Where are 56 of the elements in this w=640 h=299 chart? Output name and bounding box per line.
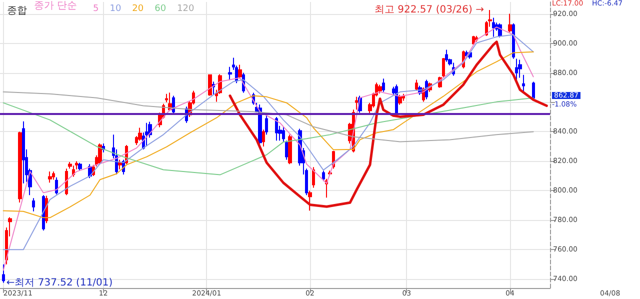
candlestick bbox=[78, 162, 82, 172]
line-series bbox=[2, 97, 534, 176]
candlestick bbox=[395, 84, 398, 116]
candlestick bbox=[208, 74, 212, 96]
candlestick bbox=[238, 64, 242, 80]
candlestick bbox=[402, 93, 405, 102]
candlestick bbox=[415, 79, 418, 92]
candlestick bbox=[285, 140, 288, 160]
candlestick bbox=[52, 171, 55, 180]
candlestick bbox=[98, 143, 102, 165]
candlestick bbox=[55, 176, 58, 195]
candlestick bbox=[118, 159, 122, 170]
chart-title: 종합 bbox=[7, 6, 27, 16]
text: 60 bbox=[154, 4, 166, 14]
line-series bbox=[2, 91, 534, 142]
candlestick bbox=[228, 66, 232, 81]
candlestick bbox=[138, 127, 142, 142]
candlestick bbox=[312, 166, 315, 188]
candlestick bbox=[72, 165, 75, 178]
candlestick bbox=[288, 134, 292, 165]
candlestick bbox=[48, 171, 52, 184]
candlestick bbox=[18, 131, 22, 203]
text: 20 bbox=[132, 4, 144, 14]
annotation: ←최저 737.52 (11/01) bbox=[6, 277, 113, 288]
candlestick bbox=[442, 58, 445, 78]
candlestick bbox=[275, 116, 278, 142]
candlestick bbox=[65, 168, 68, 196]
candlestick bbox=[32, 198, 35, 212]
candlestick bbox=[145, 122, 148, 147]
legend-title: 종가 단순 bbox=[34, 0, 78, 12]
candlestick bbox=[492, 17, 495, 38]
candlestick bbox=[75, 160, 78, 170]
candlestick bbox=[382, 78, 385, 92]
text: 5 bbox=[93, 4, 99, 14]
candlestick bbox=[532, 81, 535, 100]
line-series bbox=[2, 51, 534, 218]
text: 120 bbox=[177, 4, 195, 14]
candlestick bbox=[378, 84, 382, 94]
candlestick bbox=[308, 190, 312, 212]
candlestick bbox=[512, 22, 515, 60]
candlestick bbox=[282, 126, 285, 143]
candlestick bbox=[2, 264, 5, 284]
candlestick bbox=[445, 49, 448, 62]
annotation: 최고 922.57 (03/26) → bbox=[374, 4, 484, 16]
candlestick bbox=[518, 59, 522, 78]
candlestick bbox=[355, 96, 358, 110]
line-series bbox=[228, 40, 548, 208]
candlestick bbox=[22, 120, 25, 184]
text: 10 bbox=[110, 4, 122, 14]
candlestick bbox=[398, 94, 402, 106]
candlestick bbox=[172, 95, 175, 115]
candlestick bbox=[322, 170, 325, 182]
candlestick bbox=[522, 74, 525, 94]
candlestick bbox=[508, 13, 512, 33]
candlestick bbox=[262, 129, 265, 147]
candlestick bbox=[515, 58, 518, 82]
